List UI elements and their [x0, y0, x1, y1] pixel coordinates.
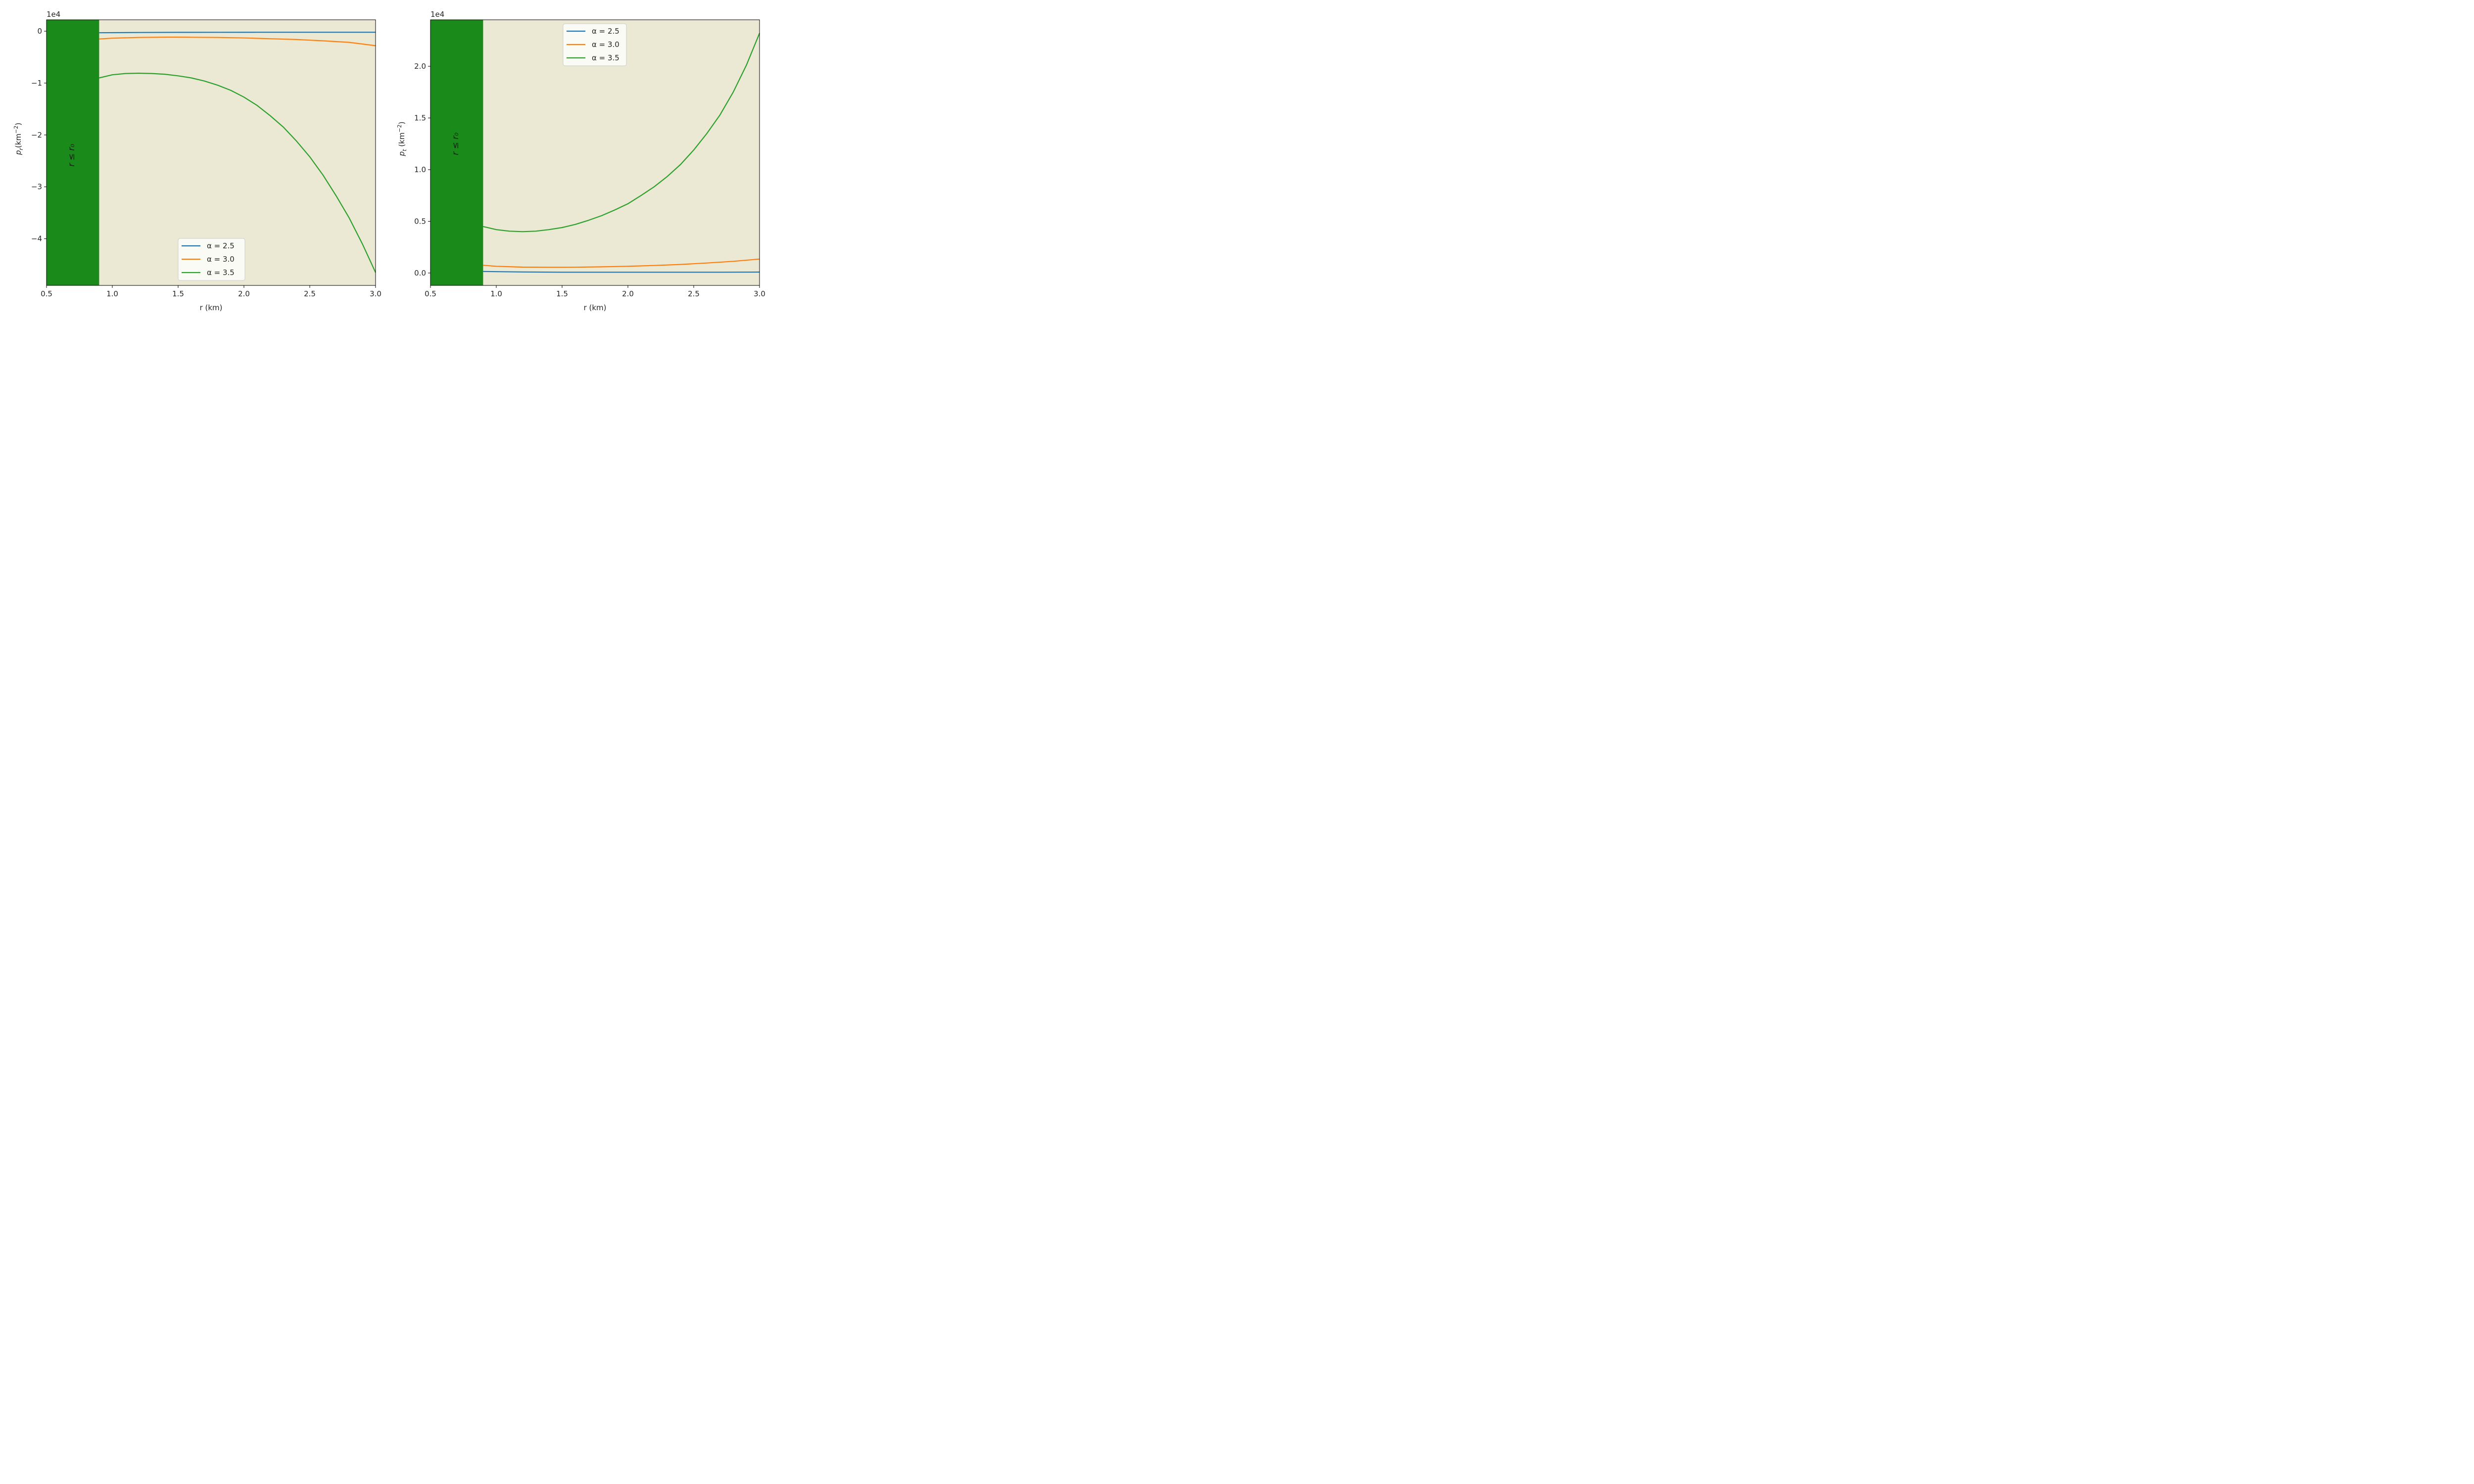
y-axis-label-exp: −2 — [396, 124, 403, 132]
legend-label: α = 3.0 — [207, 255, 235, 264]
right-chart-panel: r ≤ r₀ 0.5 1.0 1.5 2.0 2.5 3.0 0.0 0.5 1.0 1.5 2.0 1… — [396, 10, 765, 312]
y-offset-text: 1e4 — [47, 10, 60, 19]
y-axis-label-sub: t — [401, 149, 408, 151]
y-tick-label: 1.0 — [414, 165, 426, 174]
legend: α = 2.5 α = 3.0 α = 3.5 — [178, 238, 245, 281]
x-tick-label: 2.5 — [688, 289, 700, 298]
y-tick-label: 2.0 — [414, 62, 426, 71]
y-axis-label-exp: −2 — [13, 126, 19, 134]
series-group — [483, 33, 761, 273]
y-axis-label-sub: r — [18, 147, 24, 150]
y-axis-label-main: p — [397, 151, 406, 157]
figure: r ≤ r₀ 0.5 1.0 1.5 2.0 2.5 3.0 0 −1 −2 −3 −4 1e4 r (k… — [13, 10, 765, 312]
x-tick-label: 1.0 — [106, 289, 118, 298]
x-tick-label: 3.0 — [754, 289, 765, 298]
left-chart-panel: r ≤ r₀ 0.5 1.0 1.5 2.0 2.5 3.0 0 −1 −2 −3 −4 1e4 r (k… — [13, 10, 381, 312]
x-tick-label: 0.5 — [425, 289, 436, 298]
legend-label: α = 2.5 — [207, 241, 235, 250]
y-offset-text: 1e4 — [430, 10, 444, 19]
excluded-region — [430, 20, 483, 285]
x-tick-label: 2.0 — [622, 289, 634, 298]
axes-frame — [430, 19, 760, 286]
y-tick-label: 0.0 — [414, 269, 426, 278]
x-tick-label: 1.5 — [172, 289, 184, 298]
x-axis-label: r (km) — [200, 303, 223, 312]
legend-box — [563, 23, 627, 66]
y-tick-label: −2 — [31, 131, 42, 139]
series-line-25 — [99, 32, 376, 34]
y-tick-label: −4 — [31, 234, 42, 243]
x-tick-label: 0.5 — [41, 289, 52, 298]
series-line-35 — [99, 72, 376, 273]
series-line-25 — [483, 271, 760, 273]
legend-label: α = 3.5 — [592, 53, 619, 62]
y-axis-label-unit: (km — [397, 133, 406, 149]
x-tick-label: 1.0 — [490, 289, 502, 298]
x-tick-label: 2.5 — [304, 289, 316, 298]
legend-label: α = 3.5 — [207, 268, 235, 277]
legend: α = 2.5 α = 3.0 α = 3.5 — [563, 23, 627, 66]
x-tick-label: 2.0 — [238, 289, 250, 298]
y-axis-label-close: ) — [397, 122, 406, 125]
y-tick-label: −3 — [31, 183, 42, 191]
series-line-35 — [483, 33, 761, 232]
region-label: r ≤ r₀ — [451, 133, 461, 155]
series-group — [99, 32, 376, 273]
y-axis-label-main: p — [14, 150, 23, 156]
x-tick-label: 1.5 — [556, 289, 568, 298]
x-tick-label: 3.0 — [370, 289, 381, 298]
y-tick-label: −1 — [31, 79, 42, 88]
excluded-region — [47, 20, 99, 285]
axes-frame — [46, 19, 376, 286]
legend-box — [178, 238, 245, 281]
region-label: r ≤ r₀ — [67, 144, 77, 167]
y-tick-label: 1.5 — [414, 114, 426, 123]
x-axis-label: r (km) — [584, 303, 607, 312]
y-tick-label: 0 — [37, 27, 42, 36]
y-axis-label: pr(km−2) — [13, 123, 24, 155]
y-axis-label-close: ) — [14, 123, 23, 126]
series-line-30 — [99, 36, 376, 46]
y-tick-label: 0.5 — [414, 217, 426, 226]
y-axis-label-unit: (km — [14, 134, 23, 148]
legend-label: α = 2.5 — [592, 27, 619, 36]
y-axis-label: pt (km−2) — [396, 122, 408, 157]
series-line-30 — [483, 258, 760, 268]
legend-label: α = 3.0 — [592, 40, 619, 49]
